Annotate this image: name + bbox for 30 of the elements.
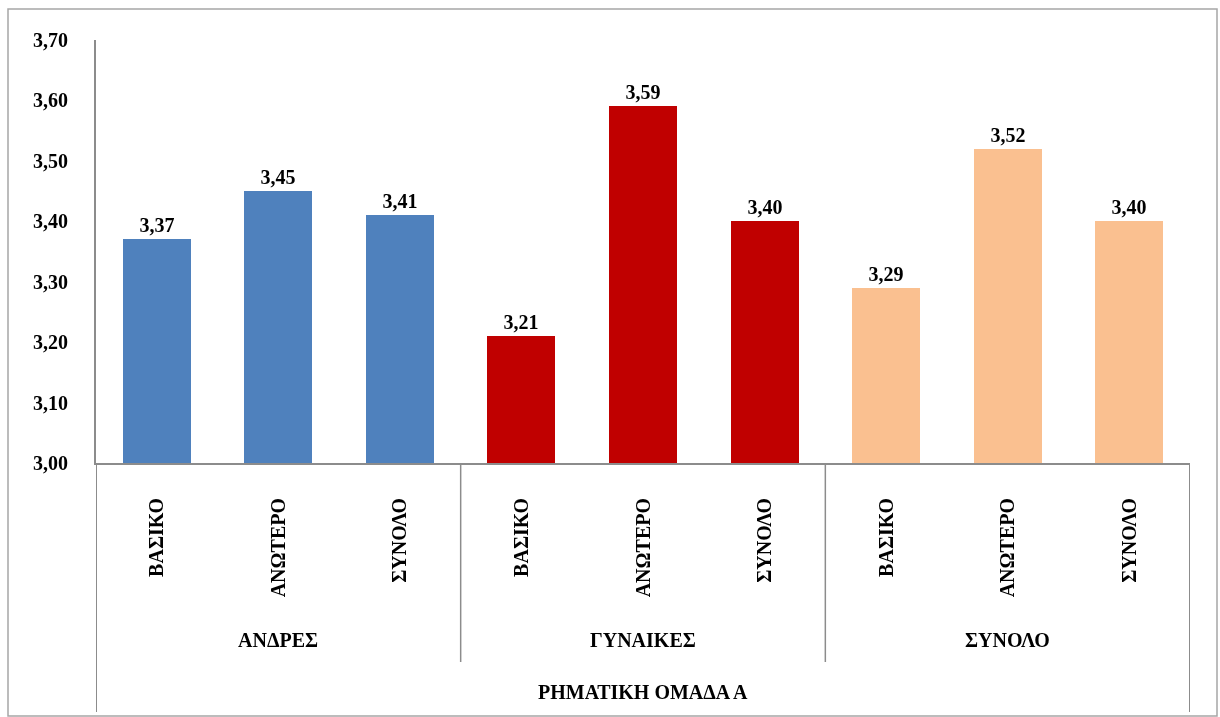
y-tick-label: 3,70 [33,29,68,51]
data-label: 3,52 [990,124,1026,146]
x-tick-label: ΣΥΝΟΛΟ [388,498,411,583]
y-tick-label: 3,20 [33,331,68,354]
y-tick-label: 3,10 [33,391,68,414]
x-tick-label: ΒΑΣΙΚΟ [874,498,897,577]
series-label: ΓΥΝΑΙΚΕΣ [590,629,696,651]
x-tick-label: ΑΝΩΤΕΡΟ [266,498,289,598]
y-tick-label: 3,30 [33,270,68,293]
data-label: 3,21 [503,311,539,333]
data-label: 3,45 [260,166,296,188]
series-label: ΣΥΝΟΛΟ [965,629,1050,651]
x-tick-label: ΒΑΣΙΚΟ [509,498,532,577]
series-label: ΑΝΔΡΕΣ [238,629,319,651]
y-tick-label: 3,40 [33,210,68,233]
data-label: 3,29 [868,263,904,285]
x-tick-label: ΑΝΩΤΕΡΟ [631,498,654,598]
data-label: 3,40 [1111,196,1147,218]
y-tick-label: 3,50 [33,149,68,172]
x-tick-label: ΣΥΝΟΛΟ [1117,498,1140,583]
y-tick-label: 3,00 [33,452,68,474]
x-tick-label: ΒΑΣΙΚΟ [145,498,168,577]
data-label: 3,41 [382,190,418,212]
x-tick-label: ΑΝΩΤΕΡΟ [996,498,1019,598]
data-label: 3,40 [747,196,783,218]
data-label: 3,37 [139,214,175,236]
x-axis-title: ΡΗΜΑΤΙΚΗ ΟΜΑΔΑ Α [538,681,749,703]
y-tick-label: 3,60 [33,89,68,112]
data-label: 3,59 [625,81,661,103]
x-tick-label: ΣΥΝΟΛΟ [753,498,776,583]
